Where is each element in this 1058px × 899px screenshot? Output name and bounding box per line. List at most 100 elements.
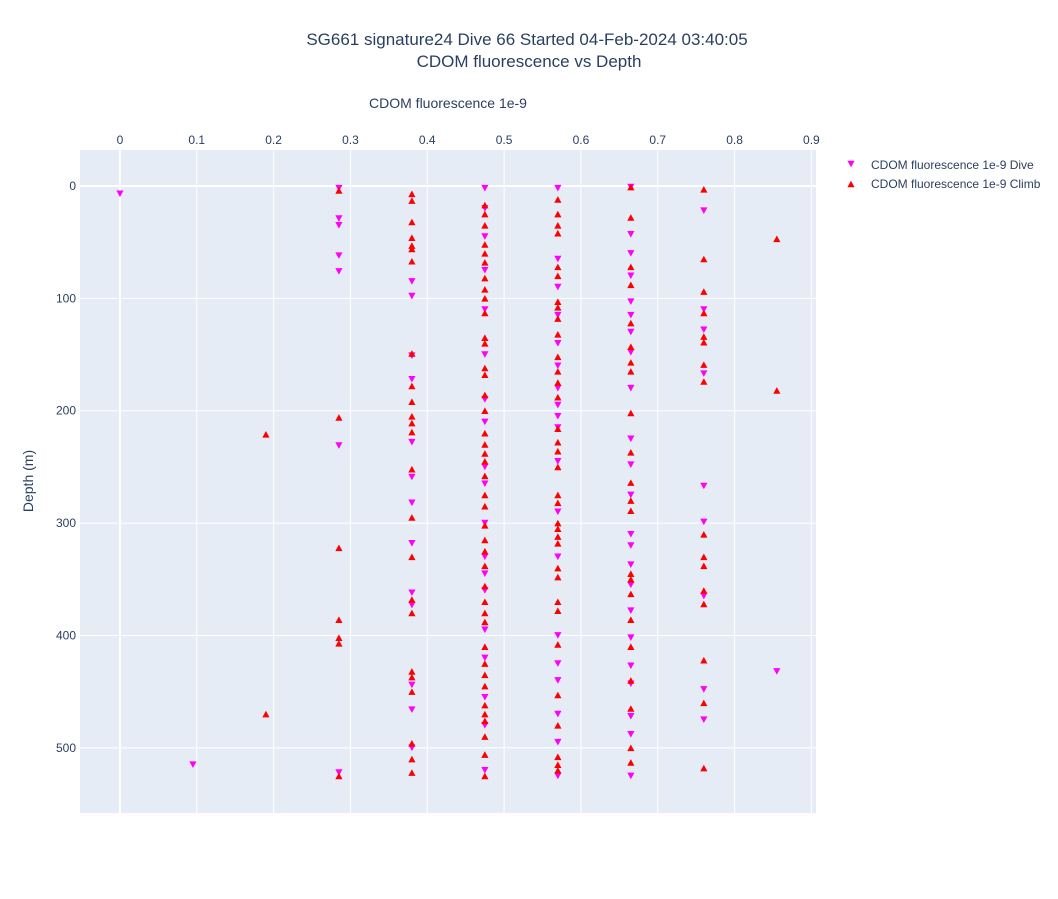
legend-item-climb[interactable]: CDOM fluorescence 1e-9 Climb: [847, 177, 1041, 191]
dive-point: [408, 601, 416, 609]
dive-point: [627, 491, 635, 499]
climb-point: [700, 587, 708, 594]
dive-point: [554, 457, 562, 465]
climb-point: [554, 525, 562, 532]
climb-point: [700, 562, 708, 570]
climb-point: [481, 241, 489, 248]
dive-point: [335, 215, 343, 222]
legend: CDOM fluorescence 1e-9 Dive CDOM fluores…: [847, 158, 1041, 191]
dive-point: [554, 660, 562, 667]
climb-point: [481, 309, 489, 317]
climb-point: [481, 364, 489, 372]
dive-point: [554, 508, 562, 516]
dive-point: [700, 326, 708, 334]
climb-point: [408, 257, 416, 265]
x-tick-label: 0.6: [573, 133, 590, 147]
dive-point: [554, 677, 562, 684]
climb-point: [554, 766, 562, 774]
climb-point: [700, 361, 708, 368]
climb-point: [481, 717, 489, 725]
y-tick-label: 300: [56, 516, 76, 530]
climb-point: [481, 547, 489, 555]
dive-point: [627, 581, 635, 589]
climb-point: [773, 387, 781, 394]
y-tick-label: 500: [56, 741, 76, 755]
dive-point: [481, 553, 489, 561]
dive-point: [554, 311, 562, 319]
dive-point: [627, 607, 635, 615]
series-climb: [262, 183, 781, 780]
dive-point: [408, 706, 416, 713]
dive-point: [627, 298, 635, 306]
dive-point: [481, 184, 489, 192]
climb-point: [554, 221, 562, 229]
climb-point: [554, 607, 562, 615]
y-axis-label: Depth (m): [20, 450, 36, 512]
dive-point: [627, 542, 635, 549]
climb-point: [700, 378, 708, 385]
climb-point: [554, 573, 562, 581]
climb-point: [700, 531, 708, 538]
climb-point: [481, 618, 489, 626]
climb-point: [627, 575, 635, 583]
dive-point: [481, 626, 489, 634]
dive-point: [481, 654, 489, 662]
grid: [80, 150, 816, 813]
climb-point: [554, 304, 562, 311]
climb-point: [408, 755, 416, 763]
climb-point: [700, 338, 708, 346]
x-tick-label: 0.9: [803, 133, 820, 147]
climb-point: [408, 350, 416, 357]
climb-point: [481, 259, 489, 266]
dive-point: [700, 370, 708, 377]
climb-point: [408, 245, 416, 253]
dive-point: [335, 221, 343, 229]
dive-point: [481, 480, 489, 488]
climb-point: [700, 553, 708, 561]
climb-point: [554, 761, 562, 768]
dive-point: [554, 738, 562, 746]
legend-item-dive[interactable]: CDOM fluorescence 1e-9 Dive: [847, 158, 1034, 172]
dive-point: [408, 375, 416, 383]
climb-point: [408, 428, 416, 436]
dive-point: [481, 693, 489, 701]
legend-marker-dive: [847, 160, 855, 168]
climb-point: [554, 691, 562, 699]
climb-point: [627, 368, 635, 375]
climb-point: [408, 769, 416, 776]
climb-point: [335, 414, 343, 421]
climb-point: [554, 330, 562, 338]
climb-point: [627, 705, 635, 712]
dive-point: [408, 499, 416, 507]
climb-point: [408, 465, 416, 473]
dive-point: [481, 351, 489, 358]
climb-point: [481, 582, 489, 590]
climb-point: [627, 343, 635, 350]
dive-point: [627, 561, 635, 568]
climb-point: [627, 744, 635, 752]
climb-point: [408, 740, 416, 747]
dive-point: [627, 230, 635, 238]
y-tick-label: 0: [69, 179, 76, 193]
x-tick-label: 0.1: [188, 133, 205, 147]
data-points: [116, 183, 781, 780]
climb-point: [481, 598, 489, 606]
y-tick-label: 400: [56, 628, 76, 642]
climb-point: [335, 772, 343, 780]
climb-point: [481, 671, 489, 679]
climb-point: [627, 214, 635, 221]
dive-point: [554, 632, 562, 639]
climb-point: [335, 616, 343, 624]
climb-point: [554, 499, 562, 507]
dive-point: [627, 250, 635, 257]
climb-point: [627, 281, 635, 289]
dive-point: [335, 268, 343, 275]
dive-point: [700, 686, 708, 693]
dive-point: [116, 190, 124, 198]
climb-point: [408, 596, 416, 603]
climb-point: [262, 710, 270, 718]
climb-point: [408, 688, 416, 695]
x-axis-label: CDOM fluorescence 1e-9: [369, 95, 527, 111]
climb-point: [554, 353, 562, 361]
dive-point: [627, 435, 635, 443]
